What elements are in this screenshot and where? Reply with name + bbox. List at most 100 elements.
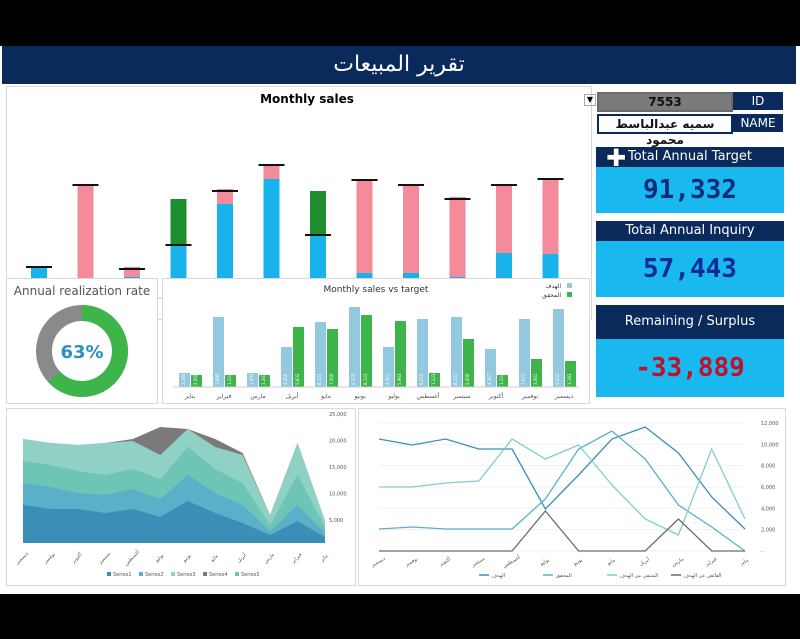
legend-label: الهدف — [492, 573, 505, 579]
bar-target — [383, 347, 394, 387]
bar-sales — [191, 375, 202, 387]
bar-target — [451, 317, 462, 387]
month-label: مايو — [320, 393, 331, 400]
bar-target — [519, 319, 530, 387]
target-label: 7,077 — [521, 373, 526, 385]
sales-label: 1,223 — [227, 373, 232, 385]
chart-title: Monthly sales — [260, 92, 354, 106]
area-chart-panel: 25,000 20,000 15,000 10,000 5,000 ديسمبر نوفمب… — [6, 408, 356, 586]
sales-vs-target-panel: Monthly sales vs target الهدف المحقق 2,163 2… — [162, 278, 590, 404]
target-label: 4,300 — [283, 373, 288, 385]
y-tick: 6,000 — [761, 485, 775, 491]
legend-label: المحقق — [556, 573, 572, 579]
bar-sales — [217, 204, 233, 298]
y-tick: 12,000 — [761, 421, 779, 427]
bar-upper — [77, 185, 94, 298]
bar-target — [315, 322, 326, 387]
legend-label: Series4 — [209, 572, 228, 578]
month-label: أبريل — [235, 551, 248, 564]
target-label: 8,123 — [317, 373, 322, 385]
kpi-title: Remaining / Surplus — [596, 305, 784, 339]
month-label: يونيو — [353, 393, 366, 400]
bar-sales — [429, 373, 440, 387]
month-label: أكتوبر — [69, 551, 84, 566]
month-label: سبتمبر — [470, 556, 486, 569]
month-label: ديسمبر — [554, 393, 574, 400]
target-label: 9,175 — [351, 373, 356, 385]
y-tick: 20,000 — [329, 439, 347, 445]
kpi-total-target: Total Annual Target 91,332 — [596, 147, 784, 213]
month-label: مارس — [250, 393, 265, 400]
sales-label: 5,000 — [465, 373, 470, 385]
bar-sales — [327, 329, 338, 387]
target-label: 7,895 — [215, 373, 220, 385]
month-label: مايو — [209, 553, 220, 564]
bar-sales — [565, 361, 576, 387]
month-label: مارس — [671, 556, 685, 568]
kpi-value: -33,889 — [596, 339, 784, 397]
bar-upper — [403, 184, 419, 298]
line-chart: 12,000 10,000 8,000 6,000 4,000 2,000 - ديسمبر ن… — [370, 421, 779, 579]
bar-sales — [531, 359, 542, 387]
month-label: ديسمبر — [14, 551, 30, 567]
name-field[interactable]: سميه عبدالباسط محمود — [597, 114, 733, 147]
month-label: أكتوبر — [437, 555, 452, 568]
y-tick: 2,000 — [761, 528, 775, 534]
realization-donut-chart: Annual realization rate 63% — [14, 284, 150, 397]
bar-target — [179, 373, 190, 387]
bar-sales — [225, 375, 236, 387]
legend-label: المحقق — [542, 292, 561, 299]
name-label: NAME — [733, 114, 783, 132]
legend-swatch — [107, 572, 111, 576]
area-chart: 25,000 20,000 15,000 10,000 5,000 ديسمبر نوفمب… — [14, 412, 347, 578]
page-title: تقرير المبيعات — [2, 46, 796, 84]
month-label: نوفمبر — [42, 551, 57, 566]
y-tick: 10,000 — [329, 492, 347, 498]
month-label: نوفمبر — [404, 556, 420, 568]
donut-value: 63% — [60, 342, 103, 363]
bar-target — [349, 307, 360, 387]
sales-label: 1,223 — [431, 373, 436, 385]
bar-upper — [356, 180, 373, 298]
legend-swatch — [171, 572, 175, 576]
target-label: 8,121 — [453, 373, 458, 385]
month-label: يناير — [318, 553, 329, 564]
sales-label: 7,300 — [329, 373, 334, 385]
plus-icon[interactable]: ✚ — [606, 144, 627, 172]
line-chart-panel: 12,000 10,000 8,000 6,000 4,000 2,000 - ديسمبر ن… — [358, 408, 786, 586]
dashboard-frame: تقرير المبيعات Monthly sales93%يناير28%ف… — [0, 46, 800, 594]
line-series — [379, 438, 746, 536]
month-label: سبتمبر — [97, 551, 112, 566]
bar-sales — [361, 315, 372, 387]
id-field[interactable]: 7553 — [597, 92, 733, 112]
bar-target — [281, 347, 292, 387]
legend-label: Series3 — [177, 572, 196, 578]
month-label: مايو — [605, 557, 616, 567]
legend-swatch — [139, 572, 143, 576]
bar-sales — [395, 321, 406, 387]
bar-sales — [259, 375, 270, 387]
dropdown-arrow-icon[interactable]: ▼ — [584, 94, 596, 106]
sales-label: 5,963 — [397, 373, 402, 385]
y-tick: 4,000 — [761, 506, 775, 512]
bar-target — [553, 309, 564, 387]
month-label: ديسمبر — [370, 556, 387, 569]
sales-vs-target-chart: Monthly sales vs target الهدف المحقق 2,163 2… — [173, 283, 579, 400]
legend-label: Series2 — [145, 572, 164, 578]
target-label: 2,163 — [181, 373, 186, 385]
kpi-title: Total Annual Target — [596, 147, 784, 167]
month-label: يناير — [184, 393, 196, 400]
y-tick: 10,000 — [761, 442, 779, 448]
month-label: فبراير — [704, 556, 719, 568]
kpi-value: 57,443 — [596, 241, 784, 297]
legend-label: Series5 — [241, 572, 260, 578]
target-label: 1,493 — [249, 373, 254, 385]
line-series — [378, 430, 746, 552]
month-label: أغسطس — [501, 554, 521, 570]
target-label: 9,023 — [555, 373, 560, 385]
month-label: أكتوبر — [488, 392, 504, 400]
month-label: فبراير — [216, 393, 232, 400]
sales-label: 5,832 — [295, 373, 300, 385]
month-label: يوليو — [538, 557, 551, 568]
bar-sales — [293, 327, 304, 387]
